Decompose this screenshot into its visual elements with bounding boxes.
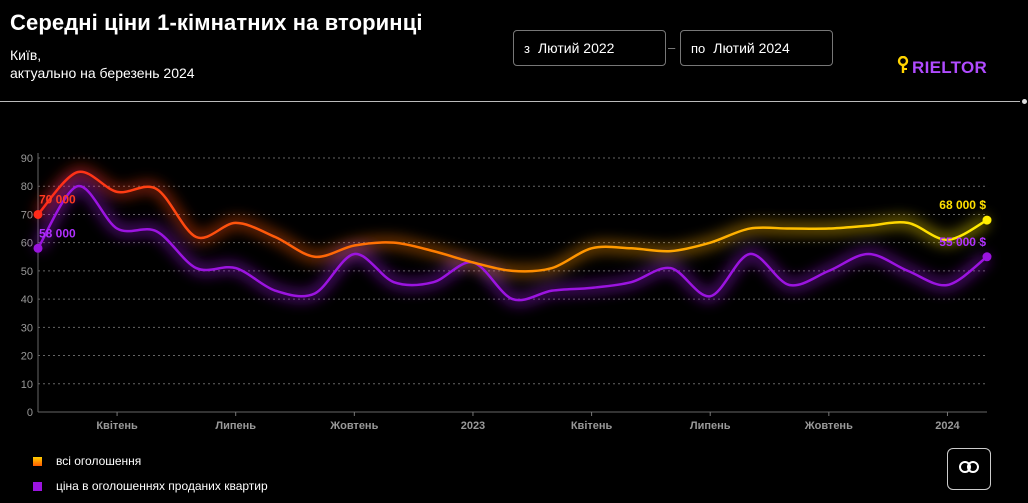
- x-tick-label: Липень: [215, 420, 256, 432]
- series-all-start-label: 70 000: [39, 192, 76, 206]
- date-from-prefix: з: [524, 40, 530, 56]
- date-to-prefix: по: [691, 40, 706, 56]
- link-icon: [959, 460, 979, 478]
- y-tick-label: 30: [21, 322, 33, 334]
- chart-title: Середні ціни 1-кімнатних на вторинці: [10, 10, 423, 35]
- x-tick-label: 2023: [461, 420, 485, 432]
- y-tick-label: 80: [21, 181, 33, 193]
- legend-label-all: всі оголошення: [56, 454, 142, 468]
- x-tick-label: Липень: [690, 420, 731, 432]
- date-to-select[interactable]: по Лютий 2024: [680, 30, 833, 66]
- header-divider: [0, 101, 1020, 102]
- date-to-value: Лютий 2024: [713, 40, 790, 56]
- y-tick-label: 20: [21, 351, 33, 363]
- chart-updated: актуально на березень 2024: [10, 65, 195, 81]
- series-sold-end-label: 55 000 $: [939, 235, 986, 249]
- y-tick-label: 50: [21, 266, 33, 278]
- series-sold-start-point: [33, 243, 43, 253]
- logo-text: RIELTOR: [912, 57, 988, 77]
- share-link-button[interactable]: [947, 448, 991, 490]
- date-from-value: Лютий 2022: [537, 40, 615, 56]
- header-divider-end: [1022, 99, 1027, 104]
- y-tick-label: 40: [21, 294, 33, 306]
- y-tick-label: 10: [21, 379, 33, 391]
- x-tick-label: 2024: [935, 420, 960, 432]
- rieltor-logo[interactable]: RIELTOR: [896, 55, 988, 79]
- series-all-end-label: 68 000 $: [939, 198, 986, 212]
- x-tick-label: Жовтень: [804, 420, 853, 432]
- legend-label-sold: ціна в оголошеннях проданих квартир: [56, 479, 268, 493]
- legend-item-sold[interactable]: ціна в оголошеннях проданих квартир: [33, 479, 268, 493]
- legend-item-all[interactable]: всі оголошення: [33, 454, 141, 468]
- series-all-line: [37, 170, 988, 273]
- y-tick-label: 90: [21, 153, 33, 165]
- x-tick-label: Квітень: [96, 420, 138, 432]
- date-from-select[interactable]: з Лютий 2022: [513, 30, 666, 66]
- y-tick-label: 60: [21, 238, 33, 250]
- series-sold-start-label: 58 000: [39, 226, 76, 240]
- series-sold-end-point: [982, 252, 992, 262]
- series-sold-line: [36, 184, 988, 302]
- legend-swatch-sold: [33, 481, 42, 491]
- series-all-start-point: [33, 209, 43, 219]
- chart-city: Київ,: [10, 47, 42, 63]
- key-icon: [896, 55, 910, 79]
- legend-swatch-all: [33, 456, 42, 466]
- x-tick-label: Жовтень: [329, 420, 378, 432]
- x-tick-label: Квітень: [571, 420, 613, 432]
- price-line-chart: 0 10 20 30 40 50 60 70 80 90 Квітень Липень Жовтень 2…: [21, 153, 992, 432]
- date-range-separator: –: [668, 40, 676, 55]
- y-tick-label: 0: [27, 407, 33, 419]
- series-all-end-point: [982, 215, 992, 225]
- y-tick-label: 70: [21, 209, 33, 221]
